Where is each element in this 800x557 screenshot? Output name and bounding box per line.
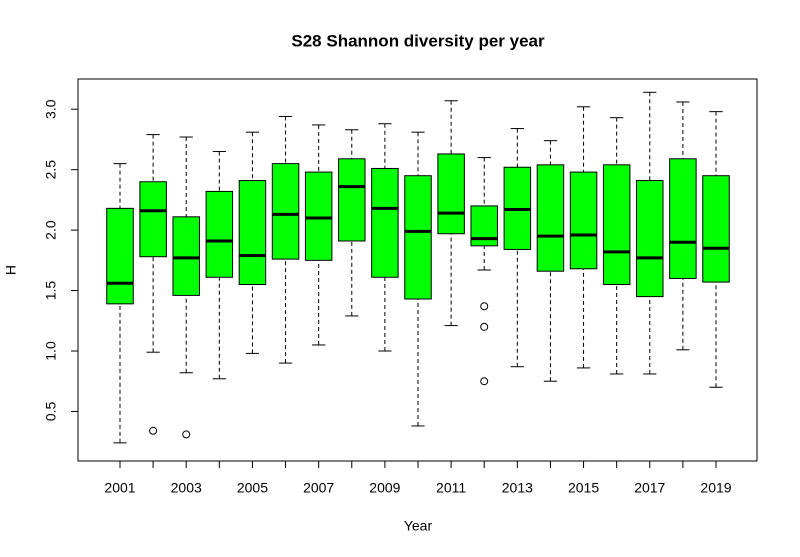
y-axis-title: H	[3, 265, 19, 275]
x-axis-title: Year	[404, 518, 433, 534]
outlier	[480, 377, 489, 386]
chart-title: S28 Shannon diversity per year	[291, 31, 545, 50]
x-tick-label: 2009	[369, 480, 400, 496]
x-tick-label: 2007	[303, 480, 334, 496]
box	[437, 153, 465, 235]
box	[536, 164, 565, 272]
x-tick-label: 2001	[104, 480, 135, 496]
box	[702, 175, 730, 283]
x-tick-label: 2017	[634, 480, 665, 496]
box	[636, 180, 664, 298]
box	[669, 158, 697, 279]
box	[106, 207, 134, 305]
x-tick-label: 2013	[502, 480, 533, 496]
box	[304, 171, 333, 261]
y-tick-label: 2.5	[43, 160, 59, 180]
y-tick-label: 2.0	[43, 220, 59, 240]
y-tick-label: 1.5	[43, 281, 59, 301]
y-tick-label: 3.0	[43, 99, 59, 119]
y-tick-label: 0.5	[43, 401, 59, 421]
x-tick-label: 2003	[171, 480, 202, 496]
y-tick-label: 1.0	[43, 341, 59, 361]
box	[205, 190, 234, 278]
outlier	[182, 430, 191, 439]
box	[338, 158, 366, 242]
x-tick-label: 2005	[237, 480, 268, 496]
x-tick-label: 2019	[700, 480, 731, 496]
x-tick-label: 2011	[436, 480, 466, 496]
box	[371, 167, 399, 278]
box	[172, 216, 200, 296]
outlier	[480, 322, 489, 331]
box	[602, 164, 631, 286]
x-tick-label: 2015	[568, 480, 599, 496]
outlier	[480, 302, 489, 311]
box	[271, 163, 300, 260]
box	[569, 171, 598, 270]
box	[139, 181, 167, 258]
box	[238, 180, 267, 286]
box	[404, 175, 432, 300]
outlier	[149, 426, 158, 435]
